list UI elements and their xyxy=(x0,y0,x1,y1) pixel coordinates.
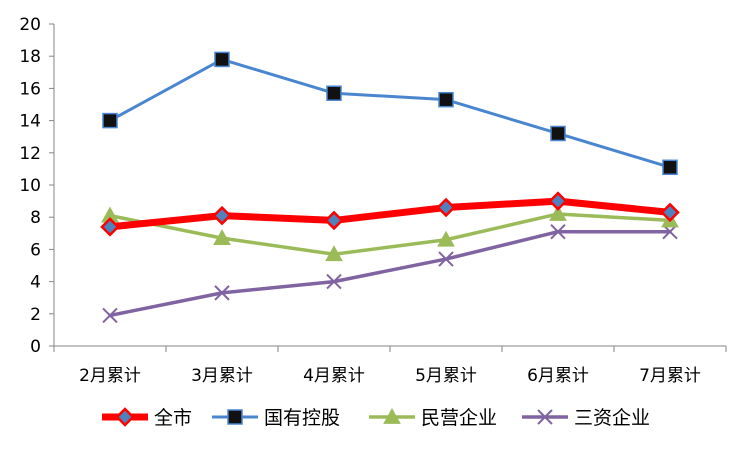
data-point-quanshi xyxy=(324,210,344,231)
series-line-quanshi xyxy=(106,197,674,231)
x-marker-stroke xyxy=(550,223,566,240)
series-line-sanzi xyxy=(108,229,672,318)
data-point-quanshi xyxy=(548,191,568,211)
x-marker-stroke xyxy=(438,251,454,267)
legend-swatch-marker xyxy=(227,409,243,425)
series-line-guoyou xyxy=(108,57,672,169)
y-tick-label: 16 xyxy=(19,79,41,99)
data-point-sanzi xyxy=(550,223,566,240)
data-point-guoyou xyxy=(662,159,678,176)
x-tick-label: 6月累计 xyxy=(527,366,589,386)
series-markers xyxy=(100,51,680,324)
y-tick-label: 6 xyxy=(30,240,41,260)
x-marker-stroke xyxy=(102,307,118,324)
data-point-guoyou xyxy=(438,91,454,108)
legend-label: 国有控股 xyxy=(264,407,340,429)
data-point-minying xyxy=(549,204,567,221)
x-tick-label: 7月累计 xyxy=(639,366,701,386)
data-point-quanshi xyxy=(436,197,456,218)
legend-label: 全市 xyxy=(154,407,192,429)
y-tick-label: 10 xyxy=(19,176,41,196)
legend-swatch-marker xyxy=(537,409,553,425)
data-point-sanzi xyxy=(438,251,454,267)
data-point-sanzi xyxy=(326,273,342,290)
data-point-guoyou xyxy=(326,85,342,101)
legend-item-guoyou: 国有控股 xyxy=(212,407,340,429)
x-tick-label: 3月累计 xyxy=(191,366,253,386)
legend-swatch-marker xyxy=(383,407,401,424)
legend-swatch-marker xyxy=(115,407,135,427)
data-point-quanshi xyxy=(100,217,120,237)
legend-label: 民营企业 xyxy=(421,407,497,429)
data-point-guoyou xyxy=(214,51,230,68)
data-point-minying xyxy=(213,229,231,246)
y-tick-label: 18 xyxy=(19,47,41,67)
legend-item-sanzi: 三资企业 xyxy=(522,407,650,429)
y-tick-label: 2 xyxy=(30,305,41,325)
series-line-minying xyxy=(108,212,672,256)
x-tick-label: 5月累计 xyxy=(415,366,477,386)
x-marker-stroke xyxy=(214,285,230,301)
data-point-minying xyxy=(325,245,343,262)
y-tick-label: 14 xyxy=(19,112,41,132)
x-tick-label: 2月累计 xyxy=(79,366,141,386)
legend-item-minying: 民营企业 xyxy=(369,407,497,429)
x-marker-stroke xyxy=(537,409,553,425)
tick-labels: 0 2 4 6 8 10 12 14 16 18 20 2月累计 3月累计 4月累计 5月累计 6月累计 7月累… xyxy=(19,15,701,386)
y-tick-label: 4 xyxy=(30,273,41,293)
data-point-minying xyxy=(437,230,455,247)
y-tick-label: 20 xyxy=(19,15,41,35)
data-point-guoyou xyxy=(550,125,566,142)
axes xyxy=(49,23,727,352)
legend-label: 三资企业 xyxy=(574,407,650,429)
data-point-quanshi xyxy=(212,205,232,226)
y-tick-label: 12 xyxy=(19,144,41,164)
data-point-guoyou xyxy=(102,112,118,129)
legend-item-quanshi: 全市 xyxy=(102,407,192,429)
data-point-sanzi xyxy=(102,307,118,324)
legend: 全市 国有控股 民营企业 三资企业 xyxy=(102,407,650,429)
y-tick-label: 0 xyxy=(30,337,41,357)
x-tick-label: 4月累计 xyxy=(303,366,365,386)
series-lines xyxy=(106,57,674,318)
x-marker-stroke xyxy=(326,273,342,290)
y-tick-label: 8 xyxy=(30,208,41,228)
data-point-quanshi xyxy=(660,202,680,223)
data-point-sanzi xyxy=(214,285,230,301)
